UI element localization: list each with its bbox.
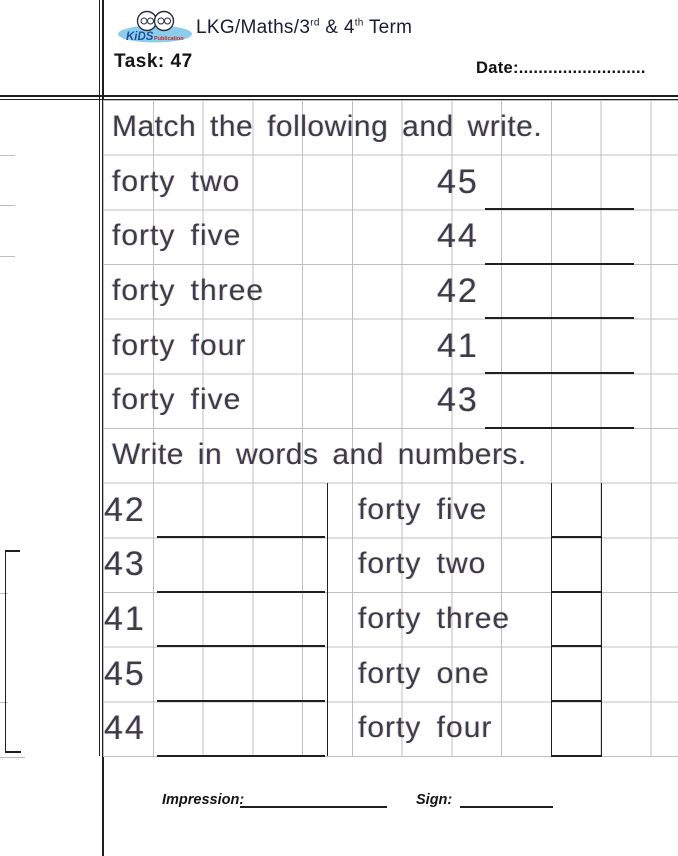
glasses-icon (164, 17, 171, 25)
match-word: forty five (112, 383, 242, 417)
answer-box-edge (550, 699, 603, 702)
ordinal-sup: th (354, 17, 364, 29)
adjacent-page-box-edge (4, 550, 7, 752)
write-word: forty three (358, 602, 511, 635)
date-field-label: Date:.......................... (476, 59, 646, 77)
write-word: forty five (358, 492, 488, 526)
write-number: 43 (104, 545, 146, 584)
answer-box-edge (550, 482, 553, 757)
match-number: 42 (437, 272, 479, 310)
glasses-icon (147, 17, 154, 25)
sign-line (460, 806, 553, 808)
match-answer-line (485, 317, 634, 320)
write-answer-line (157, 699, 325, 702)
adjacent-page-gridline (0, 154, 15, 156)
write-word: forty one (358, 656, 490, 690)
ordinal-sup: rd (310, 17, 320, 29)
match-number: 41 (437, 326, 479, 365)
write-word: forty four (358, 711, 493, 745)
match-number: 45 (437, 162, 479, 201)
write-word: forty two (358, 547, 487, 581)
write-number: 44 (104, 709, 146, 748)
write-number: 45 (104, 654, 146, 693)
match-number: 44 (437, 217, 479, 256)
course-title: LKG/Maths/3rd & 4th Term (196, 17, 412, 39)
adjacent-page-gridline (0, 702, 8, 703)
match-number: 43 (437, 381, 479, 420)
answer-box-edge (600, 482, 603, 757)
match-word: forty three (112, 274, 265, 307)
match-answer-line (485, 426, 634, 429)
course-title-part: & 4 (319, 17, 355, 38)
course-title-part: Term (363, 17, 413, 38)
match-answer-line (485, 371, 634, 374)
adjacent-page-gridline (0, 756, 25, 758)
match-section-title: Match the following and write. (112, 110, 543, 143)
impression-line (240, 806, 387, 808)
page-border-outer (98, 0, 101, 756)
adjacent-page-gridline (0, 205, 15, 206)
write-answer-line (157, 754, 325, 757)
write-answer-line (157, 645, 325, 648)
impression-label: Impression: (162, 792, 245, 808)
adjacent-page-gridline (0, 255, 15, 257)
write-answer-line (157, 590, 325, 593)
adjacent-page-gridline (0, 593, 8, 594)
write-number: 41 (104, 600, 146, 638)
match-answer-line (485, 262, 634, 265)
answer-box-edge (550, 535, 603, 538)
header-rule-top (0, 95, 678, 97)
sign-label: Sign: (416, 792, 453, 808)
match-answer-line (485, 207, 634, 210)
answer-box-edge (550, 754, 603, 757)
logo-brand-text: KiDS (126, 31, 154, 43)
match-word: forty four (112, 328, 247, 362)
write-number: 42 (104, 490, 146, 529)
adjacent-page-box-edge (4, 751, 21, 753)
write-section-title: Write in words and numbers. (112, 438, 527, 471)
course-title-part: LKG/Maths/3 (196, 17, 311, 38)
header-rule-bottom (0, 98, 678, 101)
adjacent-page-box-edge (4, 550, 20, 552)
answer-box-edge (550, 590, 603, 593)
answer-box-edge (550, 645, 603, 648)
match-word: forty five (112, 219, 242, 253)
write-answer-line (157, 535, 325, 538)
section-divider-line (326, 482, 329, 757)
task-number-label: Task: 47 (114, 51, 193, 72)
match-word: forty two (112, 164, 241, 198)
logo-suffix-text: Publication (154, 36, 184, 42)
kids-publication-logo: KiDS Publication (118, 10, 192, 43)
